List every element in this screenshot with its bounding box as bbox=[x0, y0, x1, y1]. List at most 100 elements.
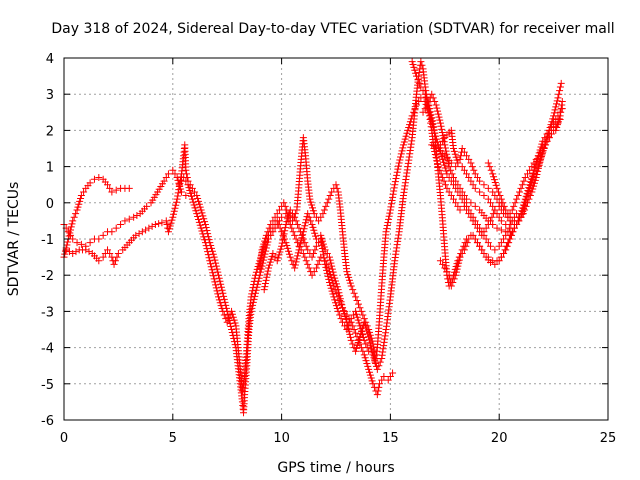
data-point bbox=[99, 231, 107, 239]
data-point bbox=[520, 198, 528, 206]
data-point bbox=[184, 181, 192, 189]
data-point bbox=[492, 181, 500, 189]
data-point bbox=[328, 262, 336, 270]
data-point bbox=[72, 210, 80, 218]
data-point bbox=[504, 239, 512, 247]
data-point bbox=[352, 307, 360, 315]
data-point bbox=[271, 213, 279, 221]
data-point bbox=[496, 192, 504, 200]
data-point bbox=[294, 221, 302, 229]
data-point bbox=[346, 318, 354, 326]
data-point bbox=[69, 235, 77, 243]
data-point bbox=[302, 219, 310, 227]
data-point bbox=[514, 217, 522, 225]
data-point bbox=[329, 290, 337, 298]
data-point bbox=[471, 235, 479, 243]
data-point bbox=[527, 175, 535, 183]
data-point bbox=[362, 318, 370, 326]
data-point bbox=[491, 179, 499, 187]
data-point bbox=[240, 380, 248, 388]
data-point bbox=[197, 224, 205, 232]
data-point bbox=[365, 347, 373, 355]
data-point bbox=[276, 224, 284, 232]
data-point bbox=[513, 195, 521, 203]
data-point bbox=[397, 153, 405, 161]
data-point bbox=[194, 194, 202, 202]
data-point bbox=[417, 58, 425, 66]
data-point bbox=[471, 184, 479, 192]
data-point bbox=[465, 155, 473, 163]
data-point bbox=[364, 362, 372, 370]
data-point bbox=[339, 307, 347, 315]
data-point bbox=[478, 246, 486, 254]
data-point bbox=[499, 199, 507, 207]
data-point bbox=[312, 242, 320, 250]
data-point bbox=[275, 206, 283, 214]
data-point bbox=[456, 206, 464, 214]
data-point bbox=[301, 253, 309, 261]
data-point bbox=[495, 242, 503, 250]
data-point bbox=[214, 271, 222, 279]
data-point bbox=[552, 116, 560, 124]
chart-title: Day 318 of 2024, Sidereal Day-to-day VTE… bbox=[51, 21, 614, 37]
data-point bbox=[440, 138, 448, 146]
data-point bbox=[506, 213, 514, 221]
data-point bbox=[281, 202, 289, 210]
data-point bbox=[209, 269, 217, 277]
data-point bbox=[553, 100, 561, 108]
data-point bbox=[353, 297, 361, 305]
data-point bbox=[553, 97, 561, 105]
y-tick-label: -5 bbox=[41, 378, 54, 393]
data-point bbox=[490, 173, 498, 181]
data-point bbox=[441, 144, 449, 152]
data-point bbox=[502, 206, 510, 214]
data-point bbox=[455, 256, 463, 264]
data-layer bbox=[60, 58, 566, 417]
data-point bbox=[326, 192, 334, 200]
data-point bbox=[376, 380, 384, 388]
data-point bbox=[533, 170, 541, 178]
data-point bbox=[265, 224, 273, 232]
data-point bbox=[169, 213, 177, 221]
data-point bbox=[333, 305, 341, 313]
data-point bbox=[531, 176, 539, 184]
data-point bbox=[182, 177, 190, 185]
x-tick-label: 25 bbox=[600, 431, 617, 446]
data-point bbox=[385, 212, 393, 220]
data-point bbox=[537, 155, 545, 163]
data-point bbox=[438, 125, 446, 133]
data-point bbox=[426, 105, 434, 113]
data-point bbox=[369, 380, 377, 388]
data-point bbox=[333, 283, 341, 291]
data-point bbox=[130, 213, 138, 221]
data-point bbox=[104, 181, 112, 189]
y-tick-label: 3 bbox=[46, 88, 54, 103]
data-point bbox=[510, 224, 518, 232]
data-point bbox=[216, 277, 224, 285]
data-point bbox=[533, 155, 541, 163]
data-point bbox=[428, 117, 436, 125]
data-point bbox=[190, 201, 198, 209]
data-point bbox=[530, 166, 538, 174]
data-point bbox=[304, 210, 312, 218]
data-point bbox=[317, 238, 325, 246]
data-point bbox=[432, 101, 440, 109]
data-point bbox=[188, 192, 196, 200]
data-point bbox=[460, 192, 468, 200]
data-point bbox=[288, 257, 296, 265]
data-point bbox=[436, 141, 444, 149]
data-point bbox=[334, 286, 342, 294]
data-point bbox=[247, 293, 255, 301]
data-point bbox=[117, 221, 125, 229]
data-point bbox=[491, 260, 499, 268]
data-point bbox=[484, 195, 492, 203]
data-point bbox=[360, 315, 368, 323]
data-point bbox=[212, 284, 220, 292]
data-point bbox=[447, 166, 455, 174]
data-point bbox=[463, 152, 471, 160]
data-point bbox=[325, 278, 333, 286]
data-point bbox=[293, 255, 301, 263]
data-point bbox=[440, 177, 448, 185]
data-point bbox=[192, 207, 200, 215]
data-point bbox=[318, 245, 326, 253]
